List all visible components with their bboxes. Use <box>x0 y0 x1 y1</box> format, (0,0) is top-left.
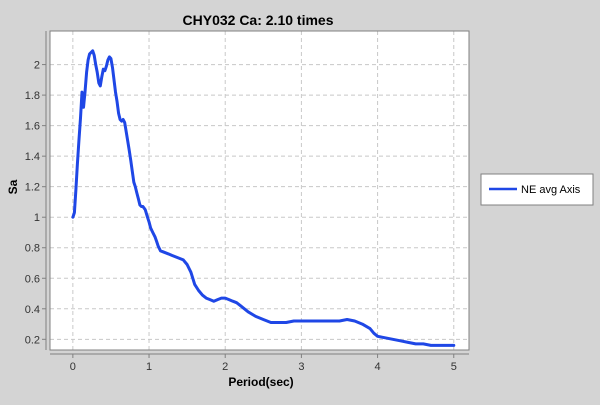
plot-border <box>49 30 470 351</box>
x-axis-label: Period(sec) <box>228 375 293 389</box>
y-tick-label-4: 1 <box>34 212 40 224</box>
y-axis-label: Sa <box>6 179 20 194</box>
x-tick-label-5: 5 <box>451 361 457 373</box>
x-tick-label-0: 0 <box>70 361 76 373</box>
legend-label-ne-avg-axis: NE avg Axis <box>521 184 581 196</box>
y-tick-label-6: 1.4 <box>25 151 40 163</box>
y-tick-label-5: 1.2 <box>25 182 40 194</box>
y-tick-label-7: 1.6 <box>25 121 40 133</box>
plot-background <box>50 31 469 350</box>
x-tick-label-3: 3 <box>298 361 304 373</box>
y-tick-label-9: 2 <box>34 60 40 72</box>
y-tick-label-1: 0.4 <box>25 304 40 316</box>
legend: NE avg Axis <box>480 173 594 206</box>
x-tick-label-4: 4 <box>375 361 381 373</box>
y-tick-label-3: 0.8 <box>25 243 40 255</box>
y-tick-label-2: 0.6 <box>25 273 40 285</box>
chart-title: CHY032 Ca: 2.10 times <box>183 12 334 28</box>
plot-area: 0 1 2 3 4 5 0.2 0.4 0.6 0.8 1 1.2 1.4 1.6 1.8 2 <box>25 30 470 373</box>
x-tick-label-2: 2 <box>222 361 228 373</box>
y-tick-label-0: 0.2 <box>25 334 40 346</box>
y-tick-label-8: 1.8 <box>25 90 40 102</box>
series-line-ne-avg-axis <box>71 49 456 347</box>
x-tick-label-1: 1 <box>146 361 152 373</box>
